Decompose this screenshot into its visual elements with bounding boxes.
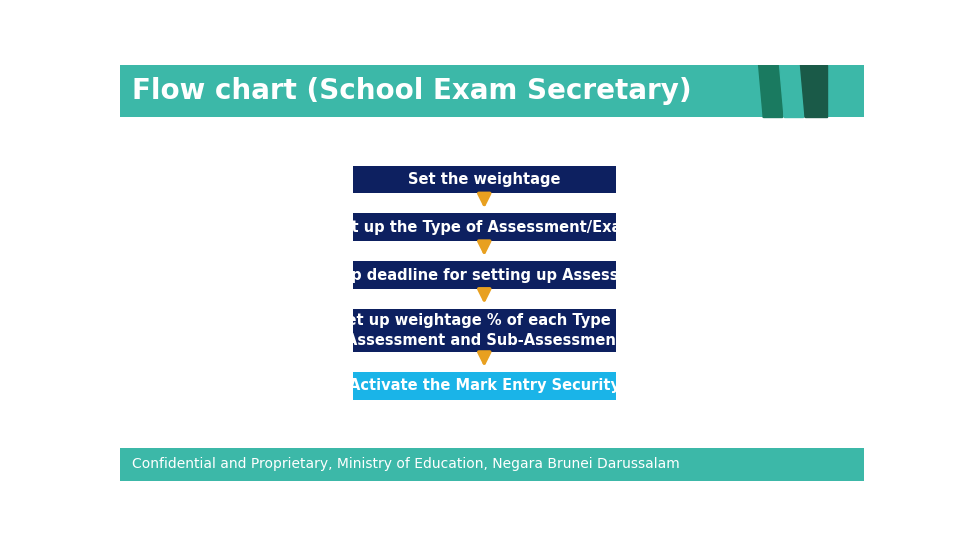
FancyBboxPatch shape <box>352 261 616 289</box>
Polygon shape <box>780 65 803 117</box>
Text: Set up weightage % of each Type of
Assessment and Sub-Assessment: Set up weightage % of each Type of Asses… <box>336 313 633 348</box>
Polygon shape <box>784 65 803 117</box>
Text: Set up deadline for setting up Assessment: Set up deadline for setting up Assessmen… <box>307 267 660 282</box>
Polygon shape <box>763 65 781 117</box>
FancyBboxPatch shape <box>352 309 616 352</box>
Text: Confidential and Proprietary, Ministry of Education, Negara Brunei Darussalam: Confidential and Proprietary, Ministry o… <box>132 457 680 471</box>
Text: Set up the Type of Assessment/Exam: Set up the Type of Assessment/Exam <box>331 220 637 235</box>
Text: Activate the Mark Entry Security: Activate the Mark Entry Security <box>348 379 620 393</box>
FancyBboxPatch shape <box>120 448 864 481</box>
Text: Flow chart (School Exam Secretary): Flow chart (School Exam Secretary) <box>132 77 692 105</box>
Polygon shape <box>758 65 781 117</box>
Polygon shape <box>801 65 827 117</box>
FancyBboxPatch shape <box>352 213 616 241</box>
Polygon shape <box>805 65 827 117</box>
FancyBboxPatch shape <box>120 65 864 117</box>
Text: Set the weightage: Set the weightage <box>408 172 561 187</box>
FancyBboxPatch shape <box>352 372 616 400</box>
FancyBboxPatch shape <box>352 166 616 193</box>
